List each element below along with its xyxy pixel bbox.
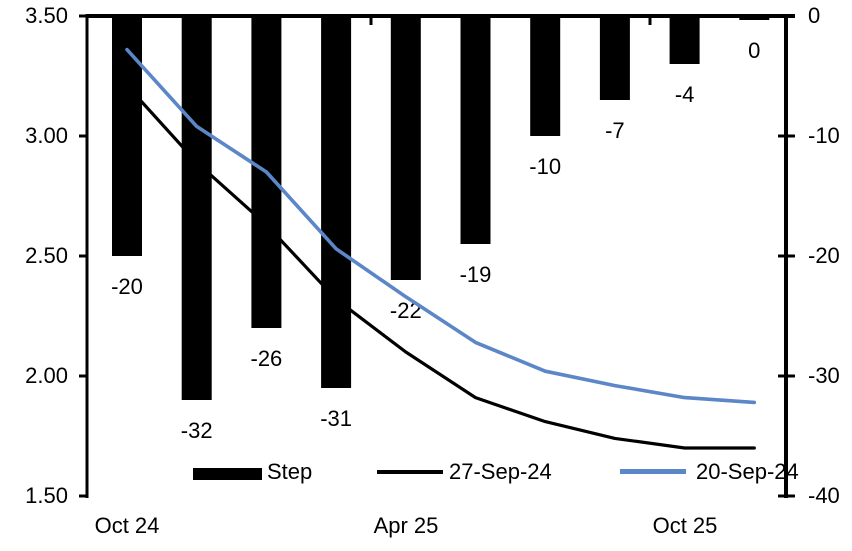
left-axis-label: 1.50 — [25, 483, 68, 508]
right-axis-tick — [778, 374, 795, 378]
right-axis-label: -40 — [808, 483, 840, 508]
bar-value-label: -19 — [460, 262, 492, 287]
legend-label-step: Step — [267, 459, 313, 484]
left-axis-tick — [79, 374, 88, 378]
x-axis-label-apr25: Apr 25 — [373, 513, 439, 538]
left-axis-label: 2.50 — [25, 243, 68, 268]
right-axis-label: -20 — [808, 243, 840, 268]
bar-value-label: -4 — [675, 82, 695, 107]
left-axis-label: 3.50 — [25, 3, 68, 28]
bar-value-label: -31 — [320, 406, 352, 431]
bar-step — [321, 16, 352, 388]
bar-value-label: 0 — [748, 38, 760, 63]
legend-label-20-sep: 20-Sep-24 — [696, 459, 799, 484]
bar-step — [669, 16, 700, 64]
right-axis-tick — [778, 494, 795, 498]
left-axis-tick — [79, 134, 88, 138]
line-20-sep-24 — [125, 47, 757, 405]
left-axis-tick — [79, 494, 88, 498]
bar-step — [112, 16, 142, 256]
legend-swatch-line-20-sep — [620, 469, 686, 474]
left-axis-tick — [79, 254, 88, 258]
bar-value-label: -26 — [251, 346, 283, 371]
right-axis-label: -10 — [808, 123, 840, 148]
bar-value-label: -10 — [529, 154, 561, 179]
line-27-sep-24 — [125, 83, 756, 450]
top-axis-tick — [369, 16, 373, 25]
legend-label-27-sep: 27-Sep-24 — [449, 459, 552, 484]
top-axis-tick — [648, 16, 652, 25]
left-axis-label: 2.00 — [25, 363, 68, 388]
top-axis-line — [86, 14, 795, 18]
bar-value-label: -22 — [390, 298, 422, 323]
x-axis-label-oct25: Oct 25 — [652, 513, 718, 538]
bar-step — [599, 16, 630, 100]
right-axis-label: -30 — [808, 363, 840, 388]
bar-step — [530, 16, 561, 136]
bar-value-label: -20 — [111, 274, 143, 299]
x-axis-label-oct24: Oct 24 — [94, 513, 160, 538]
bar-value-label: -7 — [605, 118, 625, 143]
bar-step — [181, 16, 212, 400]
legend-swatch-step — [193, 468, 262, 480]
bar-step — [739, 16, 770, 20]
legend-swatch-line-27-sep — [377, 470, 443, 474]
bar-step — [460, 16, 491, 244]
right-axis-tick — [778, 254, 795, 258]
left-axis-tick — [79, 14, 88, 18]
left-axis-label: 3.00 — [25, 123, 68, 148]
bar-step — [390, 16, 421, 280]
bar-value-label: -32 — [181, 418, 213, 443]
right-axis-tick — [778, 134, 795, 138]
right-axis-label: 0 — [808, 3, 821, 28]
